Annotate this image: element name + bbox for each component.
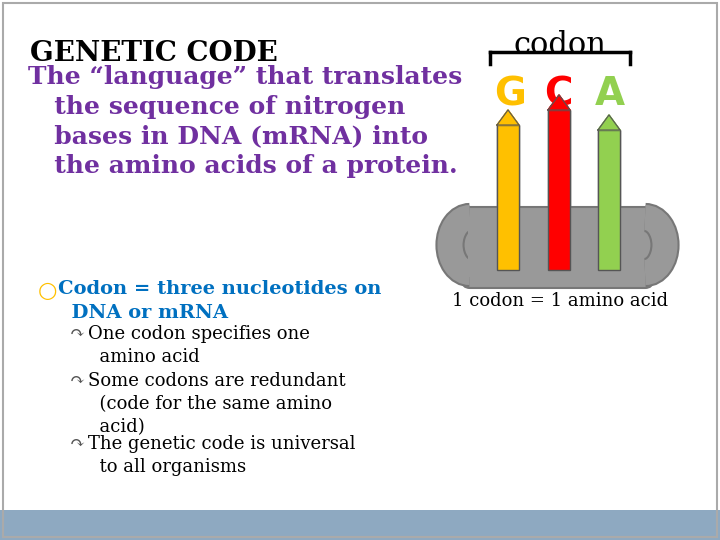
Text: The “language” that translates
   the sequence of nitrogen
   bases in DNA (mRNA: The “language” that translates the seque… <box>28 65 462 178</box>
Text: ↷: ↷ <box>70 435 85 453</box>
FancyBboxPatch shape <box>548 110 570 270</box>
Text: The genetic code is universal
  to all organisms: The genetic code is universal to all org… <box>88 435 356 476</box>
FancyBboxPatch shape <box>497 125 519 270</box>
Text: 1 codon = 1 amino acid: 1 codon = 1 amino acid <box>452 292 668 310</box>
Polygon shape <box>548 95 570 110</box>
Polygon shape <box>497 110 519 125</box>
FancyBboxPatch shape <box>468 217 644 277</box>
Polygon shape <box>497 110 519 125</box>
Text: Codon = three nucleotides on
  DNA or mRNA: Codon = three nucleotides on DNA or mRNA <box>58 280 382 322</box>
Text: ↷: ↷ <box>70 325 85 343</box>
Polygon shape <box>548 95 570 110</box>
FancyBboxPatch shape <box>497 125 519 270</box>
Text: Some codons are redundant
  (code for the same amino
  acid): Some codons are redundant (code for the … <box>88 372 346 436</box>
Text: One codon specifies one
  amino acid: One codon specifies one amino acid <box>88 325 310 366</box>
FancyBboxPatch shape <box>462 207 653 288</box>
Text: ○: ○ <box>38 280 58 302</box>
Polygon shape <box>598 115 620 130</box>
FancyBboxPatch shape <box>548 110 570 270</box>
Text: C: C <box>544 75 572 113</box>
Polygon shape <box>598 115 620 130</box>
Text: GENETIC CODE: GENETIC CODE <box>30 40 278 67</box>
FancyBboxPatch shape <box>598 130 620 270</box>
Text: G: G <box>494 75 526 113</box>
Text: ↷: ↷ <box>70 372 85 390</box>
Text: codon: codon <box>513 30 606 61</box>
FancyBboxPatch shape <box>598 130 620 270</box>
FancyBboxPatch shape <box>0 510 720 540</box>
Text: A: A <box>595 75 625 113</box>
